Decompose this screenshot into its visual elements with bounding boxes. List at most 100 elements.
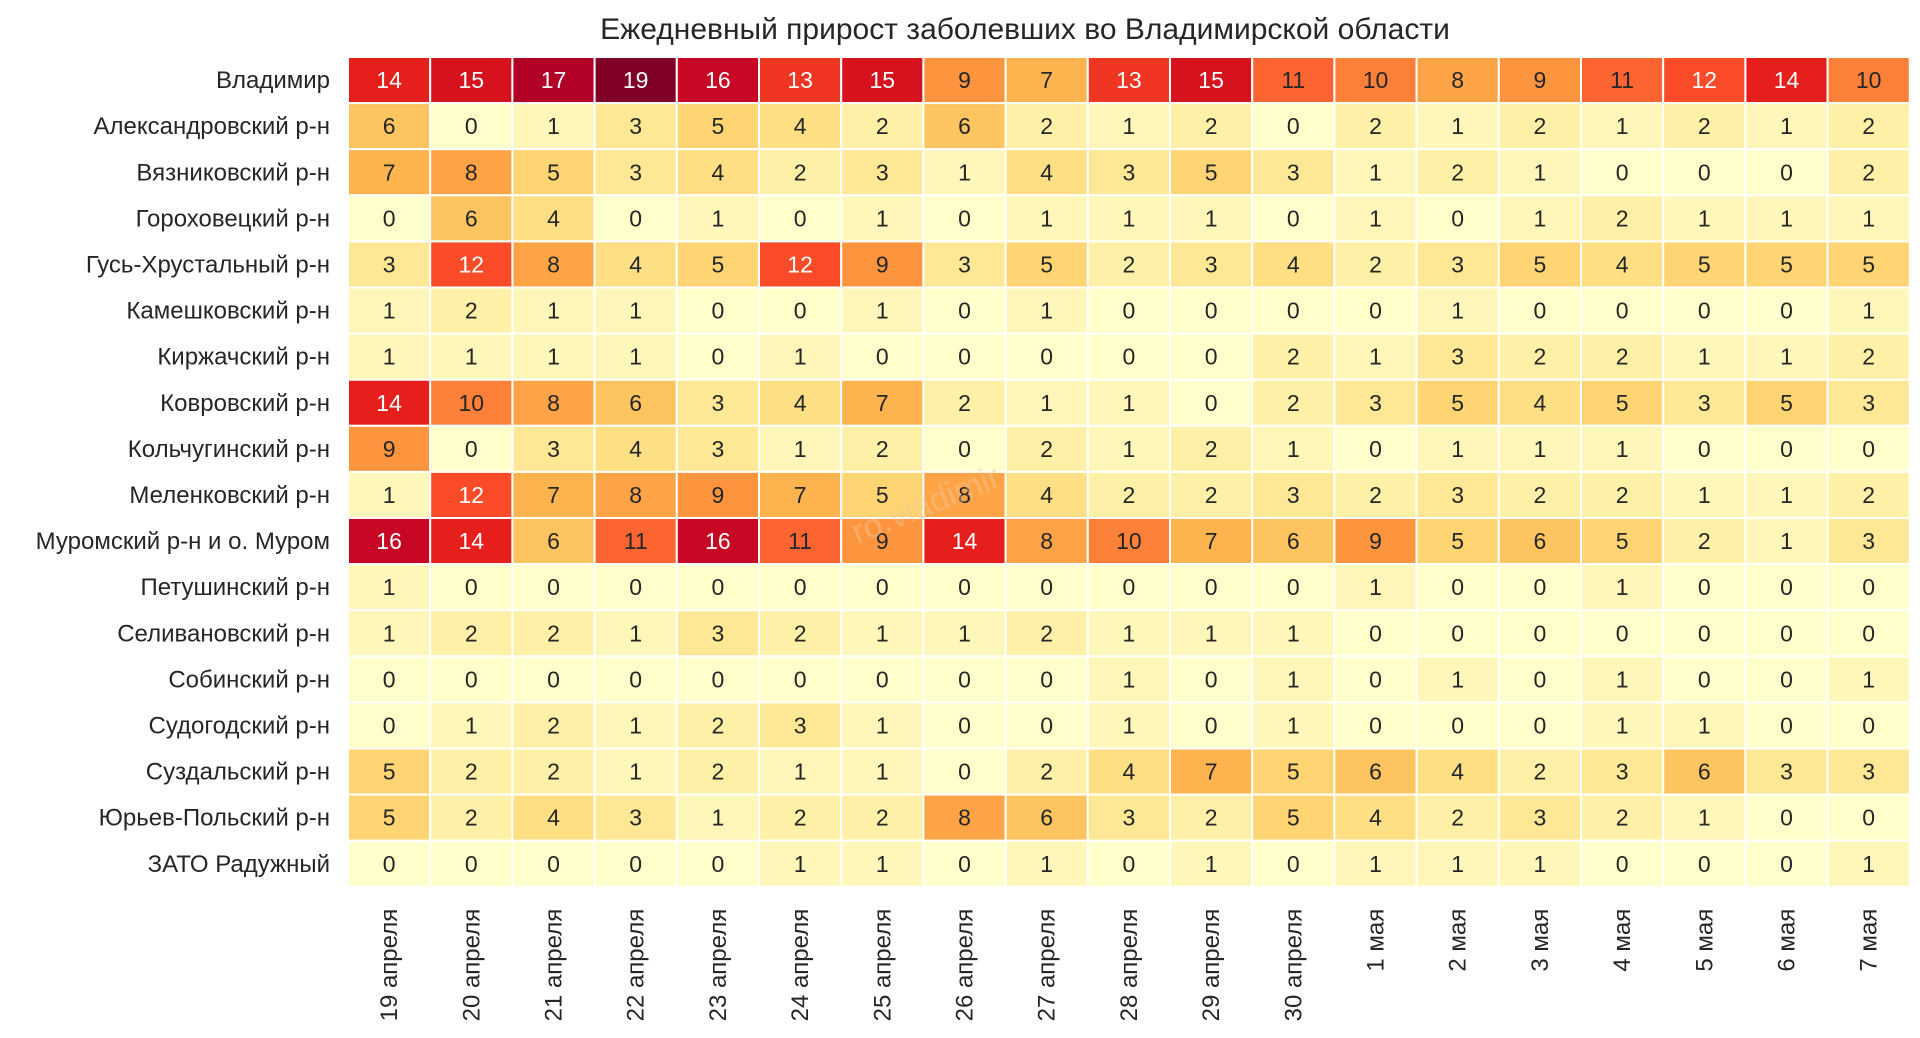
cell-value-label: 1	[1123, 620, 1136, 646]
heatmap-cell	[675, 701, 760, 750]
cell-value-label: 2	[1205, 805, 1218, 831]
cell-value-label: 2	[1616, 205, 1629, 231]
cell-value-label: 12	[1692, 67, 1718, 93]
cell-value-label: 3	[1205, 251, 1218, 277]
cell-value-label: 0	[1451, 620, 1464, 646]
cell-value-label: 0	[794, 574, 807, 600]
heatmap-cell	[1580, 470, 1665, 519]
heatmap-cell	[1251, 378, 1336, 427]
heatmap-cell	[1169, 148, 1254, 197]
cell-value-label: 2	[1205, 113, 1218, 139]
heatmap-cell	[758, 378, 843, 427]
cell-value-label: 1	[629, 759, 642, 785]
heatmap-cell	[1744, 148, 1829, 197]
cell-value-label: 0	[1369, 620, 1382, 646]
heatmap-cell	[511, 240, 596, 289]
cell-value-label: 15	[870, 67, 896, 93]
heatmap-cell	[922, 747, 1007, 796]
cell-value-label: 0	[1287, 113, 1300, 139]
cell-value-label: 1	[1862, 298, 1875, 324]
heatmap-cell	[1662, 56, 1747, 105]
heatmap-cell	[347, 102, 432, 151]
cell-value-label: 0	[876, 574, 889, 600]
heatmap-cell	[1497, 655, 1583, 704]
cell-value-label: 3	[1862, 528, 1875, 554]
cell-value-label: 6	[629, 390, 642, 416]
cell-value-label: 5	[1780, 390, 1793, 416]
cell-value-label: 0	[1698, 298, 1711, 324]
cell-value-label: 7	[1205, 528, 1218, 554]
heatmap-cell	[1169, 793, 1254, 842]
cell-value-label: 12	[459, 251, 485, 277]
heatmap-cell	[1497, 701, 1583, 750]
cell-value-label: 1	[1616, 666, 1629, 692]
cell-value-label: 0	[1698, 574, 1711, 600]
heatmap-cell	[1744, 655, 1829, 704]
cell-value-label: 1	[794, 851, 807, 877]
cell-value-label: 2	[1534, 482, 1547, 508]
cell-value-label: 0	[958, 759, 971, 785]
heatmap-cell	[1662, 194, 1747, 243]
cell-value-label: 1	[958, 620, 971, 646]
cell-value-label: 0	[1780, 620, 1793, 646]
cell-value-label: 0	[1534, 666, 1547, 692]
heatmap-cell	[593, 194, 678, 243]
cell-value-label: 9	[876, 251, 889, 277]
heatmap-cell	[1826, 286, 1911, 335]
heatmap-cell	[593, 286, 678, 335]
cell-value-label: 0	[1205, 666, 1218, 692]
cell-value-label: 1	[1369, 205, 1382, 231]
cell-value-label: 0	[794, 298, 807, 324]
heatmap-cell	[1744, 332, 1829, 381]
cell-value-label: 2	[1369, 113, 1382, 139]
cell-value-label: 0	[383, 712, 396, 738]
cell-value-label: 15	[1198, 67, 1224, 93]
heatmap-cell	[922, 56, 1007, 105]
row-label: Камешковский р-н	[126, 298, 330, 325]
heatmap-cell	[1415, 747, 1500, 796]
cell-value-label: 0	[1780, 298, 1793, 324]
cell-value-label: 1	[1123, 113, 1136, 139]
cell-value-label: 0	[1534, 574, 1547, 600]
cell-value-label: 12	[459, 482, 485, 508]
cell-value-label: 2	[1862, 113, 1875, 139]
heatmap-cell	[1251, 332, 1336, 381]
cell-value-label: 1	[1369, 159, 1382, 185]
cell-value-label: 0	[1698, 620, 1711, 646]
heatmap-cell	[1251, 793, 1336, 842]
heatmap-cell	[1169, 563, 1254, 612]
heatmap-cell	[1415, 332, 1500, 381]
heatmap-cell	[840, 655, 925, 704]
cell-value-label: 2	[465, 298, 478, 324]
heatmap-cell	[1169, 747, 1254, 796]
heatmap-cell	[922, 701, 1007, 750]
cell-value-label: 0	[794, 205, 807, 231]
column-label: 27 апреля	[1034, 909, 1061, 1022]
cell-value-label: 4	[1616, 251, 1629, 277]
cell-value-label: 2	[1040, 113, 1053, 139]
cell-value-label: 13	[1116, 67, 1142, 93]
cell-value-label: 4	[547, 205, 560, 231]
cell-value-label: 3	[1534, 805, 1547, 831]
heatmap-cell	[593, 793, 678, 842]
cell-value-label: 4	[1451, 759, 1464, 785]
cell-value-label: 0	[794, 666, 807, 692]
cell-value-label: 1	[876, 620, 889, 646]
heatmap-cell	[429, 470, 514, 519]
cell-value-label: 1	[1040, 298, 1053, 324]
cell-value-label: 2	[547, 620, 560, 646]
heatmap-cell	[1251, 609, 1336, 658]
cell-value-label: 2	[958, 390, 971, 416]
cell-value-label: 0	[1451, 712, 1464, 738]
heatmap-cell	[1662, 793, 1747, 842]
cell-value-label: 10	[1116, 528, 1142, 554]
row-label: Гусь-Хрустальный р-н	[86, 251, 330, 278]
cell-value-label: 5	[1205, 159, 1218, 185]
heatmap-cell	[675, 563, 760, 612]
cell-value-label: 2	[1534, 113, 1547, 139]
cell-value-label: 8	[958, 805, 971, 831]
heatmap-cell	[1497, 194, 1583, 243]
cell-value-label: 3	[876, 159, 889, 185]
cell-value-label: 0	[958, 712, 971, 738]
